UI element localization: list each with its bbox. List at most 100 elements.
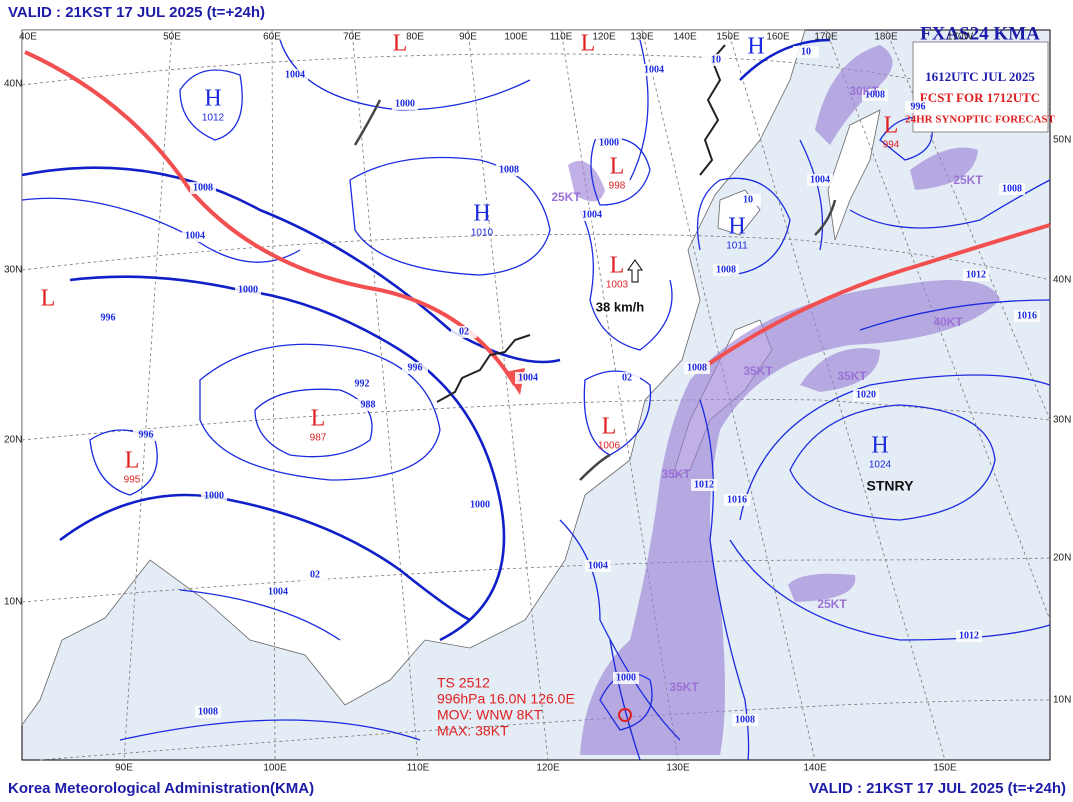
isobar-label: 1008 xyxy=(865,89,885,100)
lat-label: 30N xyxy=(4,265,22,276)
center-pressure: 994 xyxy=(883,140,900,151)
isobar-label-bg xyxy=(190,182,216,194)
isobar-label-bg xyxy=(302,569,328,581)
isobar-label-bg xyxy=(1014,310,1040,322)
isobar-label: 992 xyxy=(355,378,370,389)
center-high: H xyxy=(728,214,745,240)
isobar-label-bg xyxy=(793,46,819,58)
lat-label: 40N xyxy=(1053,275,1071,286)
isobar-label-bg xyxy=(853,389,879,401)
title-line: 1612UTC JUL 2025 xyxy=(925,69,1035,84)
isobar-label-bg xyxy=(451,326,477,338)
isobar-label: 02 xyxy=(310,569,320,580)
isobar-label-bg xyxy=(641,64,667,76)
isobar-label: 1004 xyxy=(582,209,602,220)
labels: FXAS24 KMA 1612UTC JUL 2025 FCST FOR 1712U… xyxy=(4,23,1071,773)
isobar-label-bg xyxy=(684,362,710,374)
agency: Korea Meteorological Administration(KMA) xyxy=(8,780,314,797)
isobar-label: 1016 xyxy=(727,494,747,505)
isobar-label-bg xyxy=(585,560,611,572)
center-low: L xyxy=(311,406,326,432)
lat-label: 40N xyxy=(4,79,22,90)
isobar-label: 1008 xyxy=(687,362,707,373)
lon-label: 180E xyxy=(874,32,898,43)
lon-label: 170E xyxy=(814,32,838,43)
isobar-label-bg xyxy=(807,174,833,186)
isobar-label: 1000 xyxy=(599,137,619,148)
center-low: L xyxy=(393,31,408,57)
center-pressure: 1003 xyxy=(606,280,629,291)
isobar-label-bg xyxy=(691,479,717,491)
isobar-label-bg xyxy=(596,137,622,149)
isobar-label-bg xyxy=(862,89,888,101)
lon-label: 60E xyxy=(263,32,281,43)
isobar-label-bg xyxy=(956,630,982,642)
center-pressure: 1010 xyxy=(471,228,494,239)
wind-zones xyxy=(568,45,1000,755)
lat-label: 30N xyxy=(1053,415,1071,426)
isobar-label: 1004 xyxy=(268,586,288,597)
center-high: H xyxy=(747,34,764,60)
wind-label: 40KT xyxy=(933,315,963,329)
center-pressure: 1012 xyxy=(202,113,225,124)
lon-label: 120E xyxy=(592,32,616,43)
typhoon-info: 996hPa 16.0N 126.0E xyxy=(437,691,575,707)
isobar-label-bg xyxy=(282,69,308,81)
isobar-label-bg xyxy=(95,312,121,324)
isobar-label: 1004 xyxy=(810,174,830,185)
isobar-label: 1008 xyxy=(716,264,736,275)
isobar-label: 1008 xyxy=(1002,183,1022,194)
isobar-label-bg xyxy=(195,706,221,718)
wind-label: 35KT xyxy=(661,467,691,481)
isobar-label-bg xyxy=(614,372,640,384)
isobar-label: 1000 xyxy=(616,672,636,683)
isobar-label: 1008 xyxy=(735,714,755,725)
wind-label: 25KT xyxy=(953,173,983,187)
isobar-label-bg xyxy=(349,378,375,390)
title-box xyxy=(912,41,1049,133)
isobar-label: 1008 xyxy=(193,182,213,193)
lon-label: 70E xyxy=(343,32,361,43)
isobar-label-bg xyxy=(265,586,291,598)
isobar-label-bg xyxy=(735,194,761,206)
center-high: H xyxy=(204,86,221,112)
valid-time-bottom: VALID : 21KST 17 JUL 2025 (t=+24h) xyxy=(809,780,1066,797)
isobar-label: 1004 xyxy=(285,69,305,80)
isobar-label-bg xyxy=(732,714,758,726)
isobar-label: 988 xyxy=(361,399,376,410)
lon-label: 150E xyxy=(933,763,957,774)
wind-label: 35KT xyxy=(837,369,867,383)
lon-label: 100E xyxy=(504,32,528,43)
isobar-label: 1012 xyxy=(694,479,714,490)
lat-label: 50N xyxy=(1053,135,1071,146)
center-pressure: 1011 xyxy=(726,241,748,252)
isobar-label: 1004 xyxy=(644,64,664,75)
title-line: FXAS24 KMA xyxy=(920,23,1040,44)
center-high: H xyxy=(871,433,888,459)
isobar-label: 1004 xyxy=(588,560,608,571)
isobar-label-bg xyxy=(133,429,159,441)
center-low: L xyxy=(610,253,625,279)
isobar-label: 02 xyxy=(459,326,469,337)
lat-label: 20N xyxy=(4,435,22,446)
isobar-label-bg xyxy=(201,490,227,502)
lon-label: 130E xyxy=(666,763,690,774)
isobar-label: 10 xyxy=(743,194,753,205)
center-pressure: 987 xyxy=(310,433,327,444)
isobar-label: 996 xyxy=(408,362,423,373)
lon-label: 120E xyxy=(536,763,560,774)
isobar-label-bg xyxy=(355,399,381,411)
isobar-label-bg xyxy=(392,98,418,110)
lon-label: 90E xyxy=(115,763,133,774)
title-line: FCST FOR 1712UTC xyxy=(920,90,1040,105)
lon-label: 50E xyxy=(163,32,181,43)
typhoon-info: TS 2512 xyxy=(437,675,490,691)
typhoon-info: MOV: WNW 8KT xyxy=(437,707,543,723)
isobar-label: 1000 xyxy=(470,499,490,510)
isobar-label-bg xyxy=(713,264,739,276)
typhoon-mark xyxy=(618,708,632,722)
isobar-label: 10 xyxy=(801,46,811,57)
lon-label: 140E xyxy=(673,32,697,43)
isobar-label: 1016 xyxy=(1017,310,1037,321)
